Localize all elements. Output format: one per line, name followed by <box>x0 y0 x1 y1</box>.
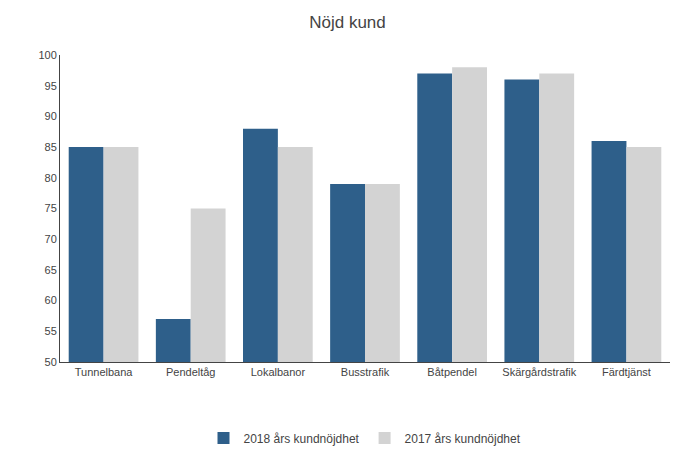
svg-text:75: 75 <box>45 202 57 214</box>
svg-text:50: 50 <box>45 356 57 368</box>
svg-text:Lokalbanor: Lokalbanor <box>251 366 306 378</box>
svg-text:60: 60 <box>45 294 57 306</box>
svg-text:Båtpendel: Båtpendel <box>427 366 477 378</box>
svg-text:90: 90 <box>45 110 57 122</box>
svg-text:70: 70 <box>45 233 57 245</box>
svg-text:95: 95 <box>45 80 57 92</box>
svg-text:65: 65 <box>45 264 57 276</box>
svg-text:Nöjd kund: Nöjd kund <box>309 13 386 32</box>
svg-text:Pendeltåg: Pendeltåg <box>166 366 216 378</box>
svg-text:80: 80 <box>45 172 57 184</box>
svg-text:Färdtjänst: Färdtjänst <box>602 366 651 378</box>
svg-text:2017 års kundnöjdhet: 2017 års kundnöjdhet <box>405 432 521 446</box>
svg-text:Skärgårdstrafik: Skärgårdstrafik <box>502 366 576 378</box>
svg-text:55: 55 <box>45 325 57 337</box>
svg-text:Busstrafik: Busstrafik <box>341 366 390 378</box>
svg-text:2018 års kundnöjdhet: 2018 års kundnöjdhet <box>244 432 360 446</box>
svg-text:85: 85 <box>45 141 57 153</box>
svg-text:Tunnelbana: Tunnelbana <box>75 366 134 378</box>
svg-text:100: 100 <box>38 49 56 61</box>
